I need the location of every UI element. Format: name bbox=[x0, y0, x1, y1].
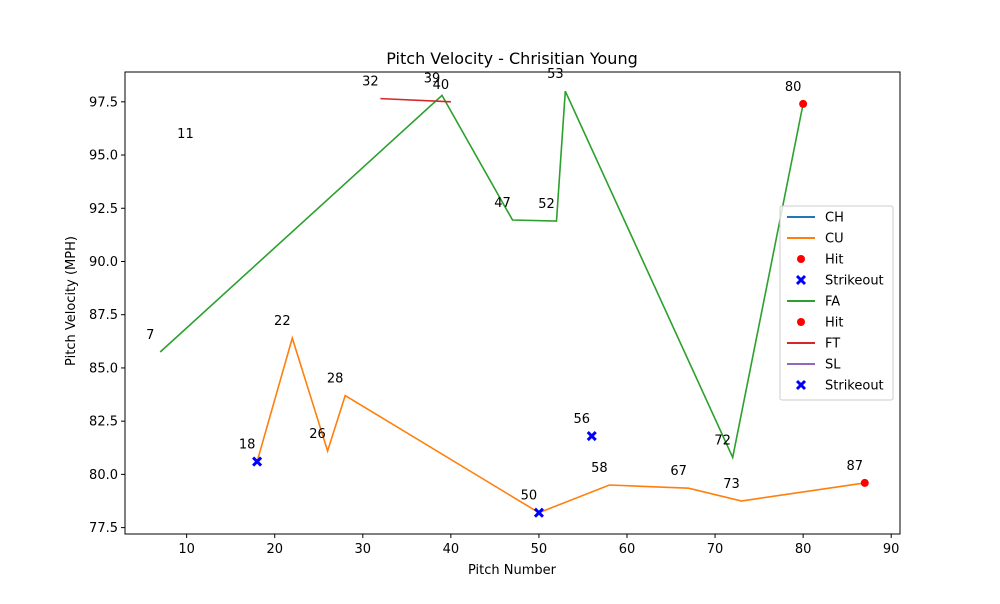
chart-title: Pitch Velocity - Chrisitian Young bbox=[386, 49, 638, 68]
y-tick-label: 77.5 bbox=[89, 521, 118, 536]
plot-frame bbox=[124, 71, 901, 535]
hit-marker bbox=[860, 478, 869, 487]
x-axis-ticks: 10 20 30 40 50 60 70 80 90 bbox=[178, 534, 899, 557]
legend-box bbox=[779, 205, 894, 401]
pitch-number-label: 18 bbox=[239, 438, 256, 453]
pitch-number-label: 7 bbox=[146, 328, 154, 343]
y-tick-label: 97.5 bbox=[89, 95, 118, 110]
legend-label: Strikeout bbox=[825, 274, 884, 289]
y-tick-label: 90.0 bbox=[89, 255, 118, 270]
x-tick-label: 40 bbox=[443, 542, 460, 557]
pitch-number-label: 32 bbox=[362, 75, 379, 90]
pitch-number-label: 73 bbox=[723, 477, 740, 492]
y-axis-ticks: 77.5 80.0 82.5 85.0 87.5 90.0 92.5 95.0 97.5 bbox=[89, 95, 125, 536]
pitch-number-label: 87 bbox=[846, 459, 863, 474]
pitch-number-label: 67 bbox=[670, 464, 687, 479]
pitch-number-label: 39 bbox=[424, 71, 441, 86]
x-axis-label: Pitch Number bbox=[468, 563, 557, 578]
legend-label: SL bbox=[825, 358, 841, 373]
legend-label: FT bbox=[825, 337, 840, 352]
y-tick-label: 95.0 bbox=[89, 149, 118, 164]
x-tick-label: 30 bbox=[355, 542, 372, 557]
pitch-number-label: 52 bbox=[538, 197, 555, 212]
x-tick-label: 90 bbox=[883, 542, 900, 557]
legend-label: CU bbox=[825, 232, 844, 247]
pitch-number-label: 28 bbox=[327, 372, 344, 387]
pitch-number-label: 56 bbox=[573, 412, 590, 427]
pitch-number-label: 53 bbox=[547, 67, 564, 82]
pitch-number-label: 40 bbox=[433, 78, 450, 93]
x-tick-label: 10 bbox=[178, 542, 195, 557]
legend: CH CU Hit Strikeout FA Hit FT SL Strikeout bbox=[779, 205, 894, 401]
pitch-number-label: 72 bbox=[714, 433, 731, 448]
series-line-ft bbox=[380, 97, 451, 103]
strikeout-marker bbox=[533, 507, 544, 518]
x-tick-label: 70 bbox=[707, 542, 724, 557]
y-tick-label: 80.0 bbox=[89, 468, 118, 483]
legend-label: Strikeout bbox=[825, 379, 884, 394]
y-tick-label: 82.5 bbox=[89, 415, 118, 430]
pitch-number-label: 22 bbox=[274, 314, 291, 329]
x-tick-label: 20 bbox=[266, 542, 283, 557]
hit-marker bbox=[799, 99, 808, 108]
pitch-number-label: 58 bbox=[591, 461, 608, 476]
pitch-number-label: 11 bbox=[177, 127, 194, 142]
legend-label: Hit bbox=[825, 316, 843, 331]
pitch-number-label: 26 bbox=[309, 427, 326, 442]
legend-swatch-circle bbox=[797, 318, 805, 326]
pitch-number-label: 47 bbox=[494, 196, 511, 211]
legend-swatch-x bbox=[795, 379, 807, 391]
y-tick-label: 85.0 bbox=[89, 361, 118, 376]
marker-layer bbox=[252, 99, 869, 518]
strikeout-marker bbox=[252, 456, 263, 467]
strikeout-marker bbox=[586, 431, 597, 442]
legend-label: FA bbox=[825, 295, 840, 310]
pitch-number-label: 50 bbox=[521, 489, 538, 504]
legend-swatch-x bbox=[795, 274, 807, 286]
y-tick-label: 87.5 bbox=[89, 308, 118, 323]
pitch-number-label: 80 bbox=[785, 80, 802, 95]
series-line-fa bbox=[159, 90, 804, 460]
x-tick-label: 50 bbox=[531, 542, 548, 557]
x-tick-label: 60 bbox=[619, 542, 636, 557]
y-tick-label: 92.5 bbox=[89, 202, 118, 217]
legend-swatch-circle bbox=[797, 255, 805, 263]
x-tick-label: 80 bbox=[795, 542, 812, 557]
y-axis-label: Pitch Velocity (MPH) bbox=[64, 236, 79, 366]
legend-label: CH bbox=[825, 211, 844, 226]
legend-label: Hit bbox=[825, 253, 843, 268]
